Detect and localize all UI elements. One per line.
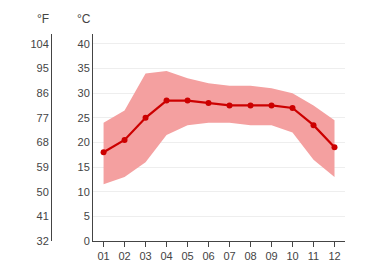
svg-text:59: 59: [37, 161, 49, 173]
svg-text:05: 05: [181, 250, 193, 262]
svg-text:35: 35: [78, 62, 90, 74]
svg-text:30: 30: [78, 87, 90, 99]
svg-text:°F: °F: [37, 12, 49, 26]
svg-text:0: 0: [84, 235, 90, 247]
svg-text:41: 41: [37, 210, 49, 222]
svg-text:95: 95: [37, 62, 49, 74]
svg-text:32: 32: [37, 235, 49, 247]
svg-text:°C: °C: [77, 12, 91, 26]
svg-text:10: 10: [78, 186, 90, 198]
svg-text:15: 15: [78, 161, 90, 173]
svg-text:07: 07: [223, 250, 235, 262]
svg-text:03: 03: [139, 250, 151, 262]
svg-text:25: 25: [78, 112, 90, 124]
svg-text:10: 10: [286, 250, 298, 262]
svg-text:02: 02: [118, 250, 130, 262]
svg-text:12: 12: [328, 250, 340, 262]
svg-text:08: 08: [244, 250, 256, 262]
svg-text:11: 11: [308, 250, 319, 262]
svg-text:68: 68: [37, 136, 49, 148]
svg-text:5: 5: [84, 210, 90, 222]
svg-text:06: 06: [202, 250, 214, 262]
svg-text:77: 77: [37, 112, 49, 124]
svg-text:50: 50: [37, 186, 49, 198]
svg-text:40: 40: [78, 38, 90, 50]
svg-text:20: 20: [78, 136, 90, 148]
svg-text:104: 104: [31, 38, 49, 50]
svg-text:86: 86: [37, 87, 49, 99]
svg-text:09: 09: [265, 250, 277, 262]
svg-text:04: 04: [160, 250, 172, 262]
svg-text:01: 01: [97, 250, 109, 262]
